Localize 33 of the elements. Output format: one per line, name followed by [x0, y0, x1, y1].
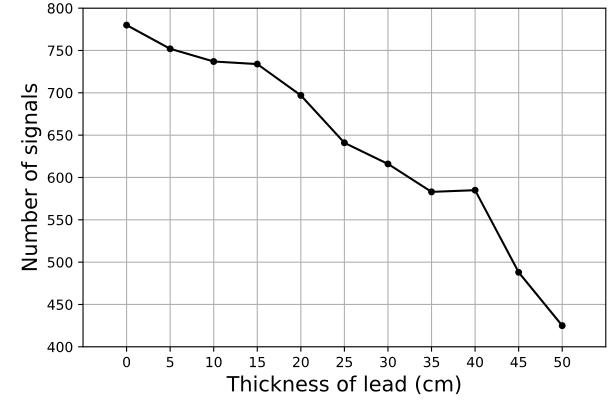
x-tick-label: 45	[510, 356, 526, 368]
x-tick-label: 50	[554, 356, 570, 368]
y-tick-label: 700	[48, 88, 72, 98]
point	[254, 60, 261, 68]
x-tick-label: 15	[250, 356, 265, 368]
y-tick-label: 400	[47, 342, 72, 352]
point	[297, 92, 304, 99]
y-tick-label: 550	[48, 214, 72, 226]
point	[123, 22, 130, 29]
point	[515, 268, 522, 276]
x-tick-label: 5	[166, 356, 174, 368]
x-tick-label: 30	[380, 356, 396, 368]
point	[472, 186, 479, 194]
x-tick-label: 20	[293, 356, 309, 368]
y-tick-label: 750	[48, 45, 72, 56]
x-axis-title: Thickness of lead (cm)	[226, 376, 460, 394]
x-tick-label: 40	[466, 356, 483, 368]
x-tick-label: 35	[424, 356, 440, 368]
point	[428, 188, 435, 196]
y-tick-label: 800	[48, 3, 72, 14]
point	[384, 160, 392, 168]
x-tick-label: 25	[336, 356, 352, 368]
y-tick-label: 450	[47, 299, 72, 310]
point	[340, 139, 348, 146]
y-axis-title: Number of signals	[21, 84, 42, 270]
y-tick-label: 600	[48, 172, 72, 183]
y-tick-label: 650	[48, 130, 72, 141]
y-tick-label: 500	[48, 257, 72, 268]
x-tick-label: 10	[206, 356, 222, 368]
x-tick-label: 0	[123, 356, 130, 368]
point	[210, 58, 218, 65]
point	[166, 45, 174, 52]
point	[558, 322, 566, 330]
